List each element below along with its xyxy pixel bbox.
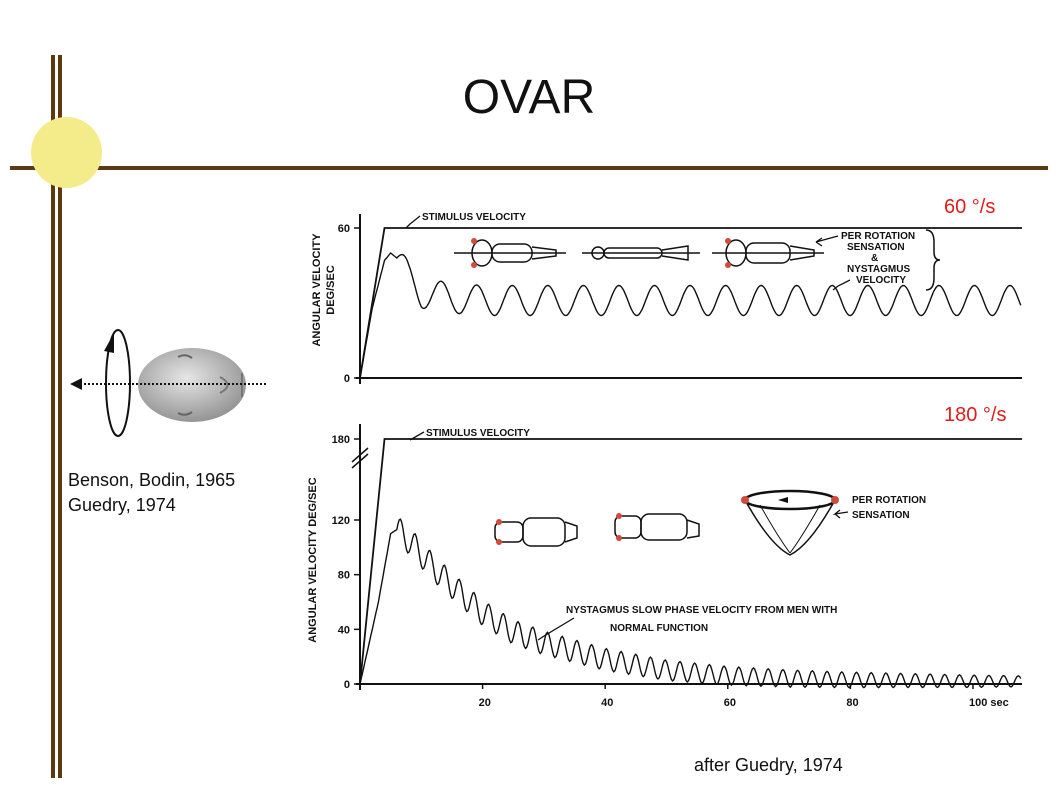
- chart-annotation: NORMAL FUNCTION: [610, 623, 708, 634]
- body-figure-4: [494, 517, 578, 547]
- head-rotation-illustration: [70, 329, 268, 437]
- chart-annotation: PER ROTATION: [852, 495, 926, 506]
- axis-break-mark: [351, 447, 369, 463]
- y-tick-label: 40: [338, 624, 350, 636]
- body-figure-2: [582, 245, 700, 261]
- body-figures-top: [454, 229, 941, 291]
- face-nose: [219, 376, 229, 394]
- rotation-cone-figure: [741, 489, 839, 556]
- annotation-arrow: [832, 509, 849, 519]
- face-eye-upper: [177, 354, 193, 359]
- citation-line-2: Guedry, 1974: [68, 495, 176, 515]
- body-figures-bottom: [494, 489, 839, 556]
- y-tick-label: 60: [338, 223, 350, 235]
- y-tick-label: 80: [338, 570, 350, 582]
- frame-bar-right: [58, 55, 62, 778]
- citation: Benson, Bodin, 1965 Guedry, 1974: [68, 468, 235, 518]
- y-tick-label: 0: [344, 373, 350, 385]
- x-tick-label: 40: [601, 697, 613, 709]
- citation-line-1: Benson, Bodin, 1965: [68, 470, 236, 490]
- annotation-brace: [925, 229, 941, 291]
- y-axis-label: ANGULAR VELOCITY DEG/SEC: [307, 477, 319, 642]
- annotation-arrow: [832, 279, 851, 291]
- chart-annotation: STIMULUS VELOCITY: [422, 212, 526, 223]
- y-tick-label: 120: [332, 515, 350, 527]
- chart-annotation: SENSATION: [852, 510, 910, 521]
- frame-bar-horizontal: [10, 166, 1048, 170]
- rotation-arrowhead: [104, 333, 114, 353]
- x-tick-label: 60: [724, 697, 736, 709]
- source-credit: after Guedry, 1974: [694, 755, 843, 775]
- axis-arrowhead: [70, 378, 82, 390]
- series-nystagmus-velocity: [359, 252, 1022, 379]
- series-stimulus-velocity: [359, 438, 1022, 685]
- slide-title: OVAR: [462, 71, 596, 124]
- body-figure-5: [614, 513, 700, 541]
- y-tick-label: 180: [332, 434, 350, 446]
- x-tick-label: 80: [846, 697, 858, 709]
- annotation-arrow: [537, 617, 575, 641]
- chart-annotation: VELOCITY: [856, 275, 906, 286]
- chart-60-deg-per-sec: 0 60 ANGULAR VELOCITY DEG/SEC STIMULUS VELOC…: [311, 212, 1022, 385]
- chart-annotation: SENSATION: [847, 242, 905, 253]
- y-axis-label: DEG/SEC: [325, 265, 337, 315]
- speed-label-180: 180 °/s: [944, 404, 1007, 426]
- accent-dot: [31, 117, 102, 188]
- y-tick-label: 0: [344, 679, 350, 691]
- chart-180-deg-per-sec: 0 40 80 120 180 20 40 60 80 100 sec ANGULAR VELOCI…: [307, 424, 1022, 709]
- y-axis-label: ANGULAR VELOCITY: [311, 233, 323, 347]
- annotation-arrow: [815, 235, 839, 247]
- chart-annotation: NYSTAGMUS SLOW PHASE VELOCITY FROM MEN W…: [566, 605, 837, 616]
- x-tick-label: 100 sec: [969, 697, 1009, 709]
- series-nystagmus-velocity: [359, 518, 1022, 689]
- chart-annotation: NYSTAGMUS: [847, 264, 910, 275]
- speed-label-60: 60 °/s: [944, 196, 996, 218]
- frame-bar-left: [51, 55, 55, 778]
- axis-break-mark: [351, 453, 369, 469]
- body-figure-1: [454, 238, 566, 268]
- chart-annotation: PER ROTATION: [841, 231, 915, 242]
- annotation-arrow: [409, 431, 425, 441]
- face-eye-lower: [177, 411, 193, 416]
- annotation-arrow: [405, 215, 421, 229]
- x-tick-label: 20: [479, 697, 491, 709]
- body-figure-3: [712, 238, 824, 268]
- series-stimulus-velocity: [359, 227, 1022, 379]
- chart-annotation: STIMULUS VELOCITY: [426, 428, 530, 439]
- chart-annotation: &: [871, 253, 878, 264]
